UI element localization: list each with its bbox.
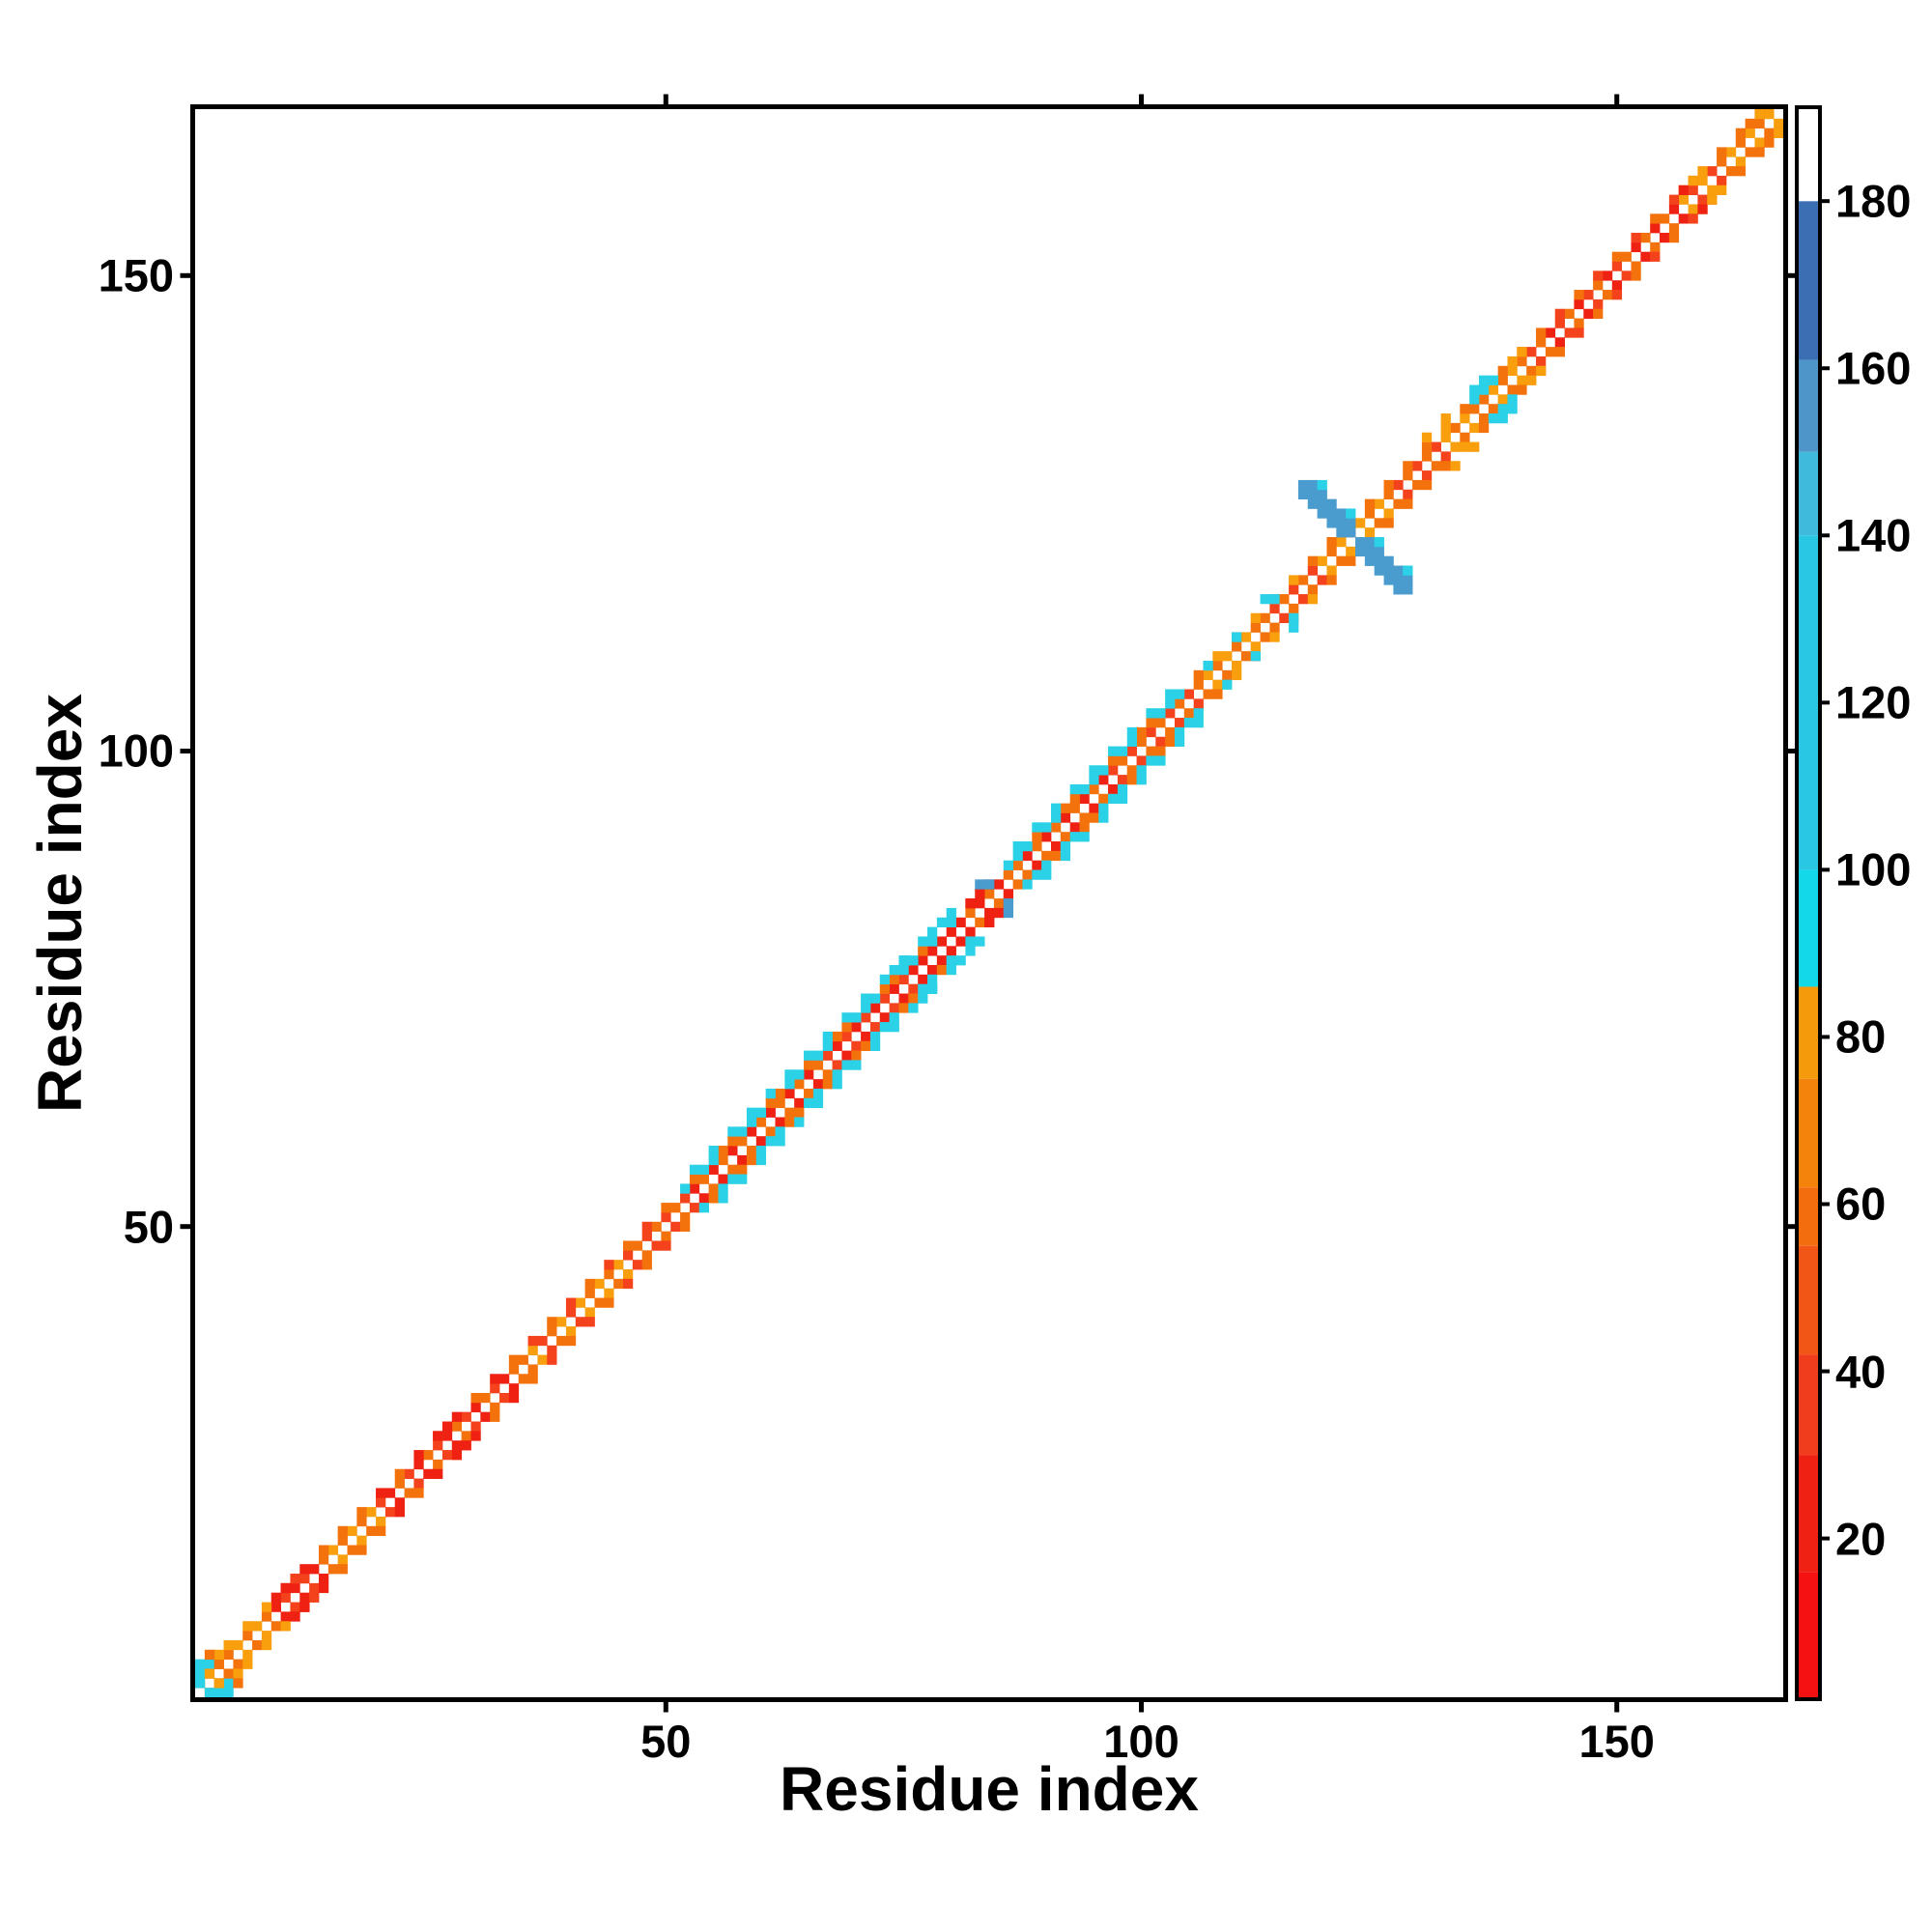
- colorbar-tick-label-100: 100: [1835, 843, 1912, 895]
- colorbar-tick-label-80: 80: [1835, 1010, 1887, 1063]
- colorbar-tick-label-140: 140: [1835, 509, 1912, 561]
- colorbar-tick-label-20: 20: [1835, 1513, 1887, 1565]
- colorbar-tick-label-180: 180: [1835, 175, 1912, 227]
- x-tick-label-150: 150: [1578, 1716, 1655, 1767]
- colorbar-tick-label-160: 160: [1835, 342, 1912, 394]
- x-tick-label-50: 50: [640, 1716, 692, 1767]
- x-axis-label: Residue index: [780, 1754, 1199, 1824]
- y-tick-label-150: 150: [98, 249, 174, 301]
- colorbar-tick-label-120: 120: [1835, 676, 1912, 728]
- y-axis-label: Residue index: [25, 694, 95, 1113]
- colorbar-tick-label-40: 40: [1835, 1346, 1887, 1398]
- y-tick-label-100: 100: [98, 724, 174, 777]
- colorbar-tick-label-60: 60: [1835, 1178, 1887, 1230]
- y-tick-label-50: 50: [123, 1201, 174, 1253]
- x-tick-label-100: 100: [1103, 1716, 1179, 1767]
